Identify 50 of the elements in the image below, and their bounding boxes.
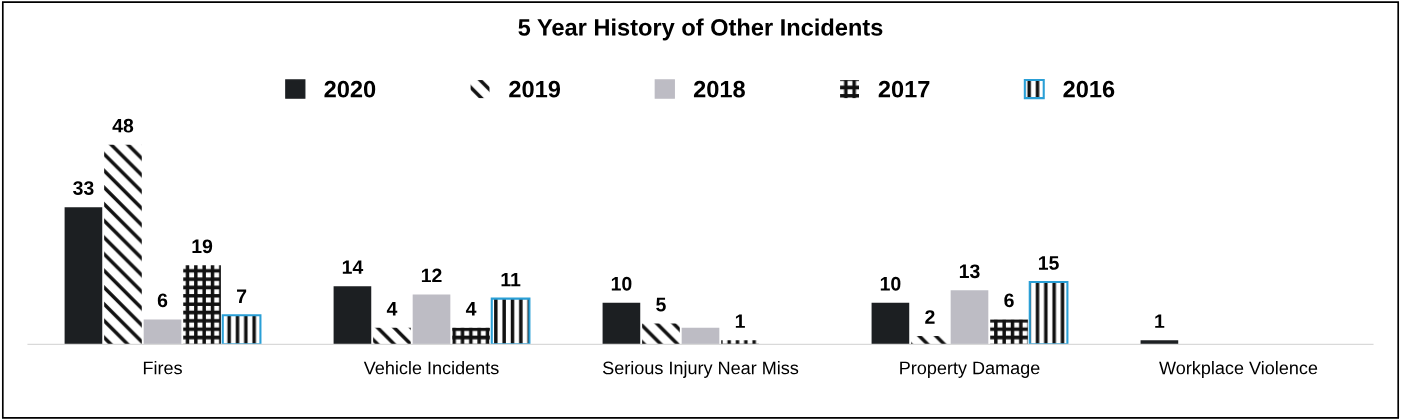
data-label: 7 [237,289,247,303]
x-tick-label: Property Damage [900,361,1040,378]
bar [373,327,411,345]
legend-label: 2016 [1063,80,1115,98]
data-label: 15 [1038,256,1059,270]
bar [183,265,221,345]
legend-label: 2018 [693,80,745,98]
data-label: 2 [925,310,935,324]
bar [412,294,451,345]
data-label: 12 [421,268,442,283]
bar [721,340,759,345]
data-label: 33 [73,181,94,195]
bar [642,323,680,345]
chart-title: 5 Year History of Other Incidents [518,18,883,41]
x-tick-label: Workplace Violence [1159,361,1318,378]
data-label: 4 [465,302,477,316]
bar [602,302,641,345]
legend-label: 2020 [324,80,376,98]
bar [950,290,989,345]
bar [911,336,949,345]
data-label: 10 [880,276,901,291]
legend-label: 2019 [509,80,561,98]
bar [64,207,103,345]
x-tick-label: Fires [143,361,182,375]
bar [104,144,142,345]
data-label: 4 [386,302,398,316]
data-label: 13 [959,264,980,279]
data-label: 14 [342,260,364,274]
bar [871,302,910,345]
bar [221,314,262,345]
data-label: 5 [656,297,666,312]
bar [1140,340,1179,345]
data-label: 19 [192,239,213,254]
data-label: 6 [1004,293,1014,308]
bar [1028,280,1069,345]
x-tick-label: Serious Injury Near Miss [602,361,799,378]
data-label: 48 [112,118,134,133]
legend-label: 2017 [878,80,930,98]
bar [990,319,1028,345]
data-label: 1 [735,314,745,328]
data-label: 1 [1155,314,1165,328]
data-label: 6 [157,293,168,308]
bar [490,297,531,345]
x-tick-label: Vehicle Incidents [363,361,499,375]
data-label: 10 [611,276,632,291]
bar [681,327,720,345]
bar [333,286,372,345]
bar [143,319,182,345]
bar [452,327,490,345]
data-label: 11 [501,272,521,287]
